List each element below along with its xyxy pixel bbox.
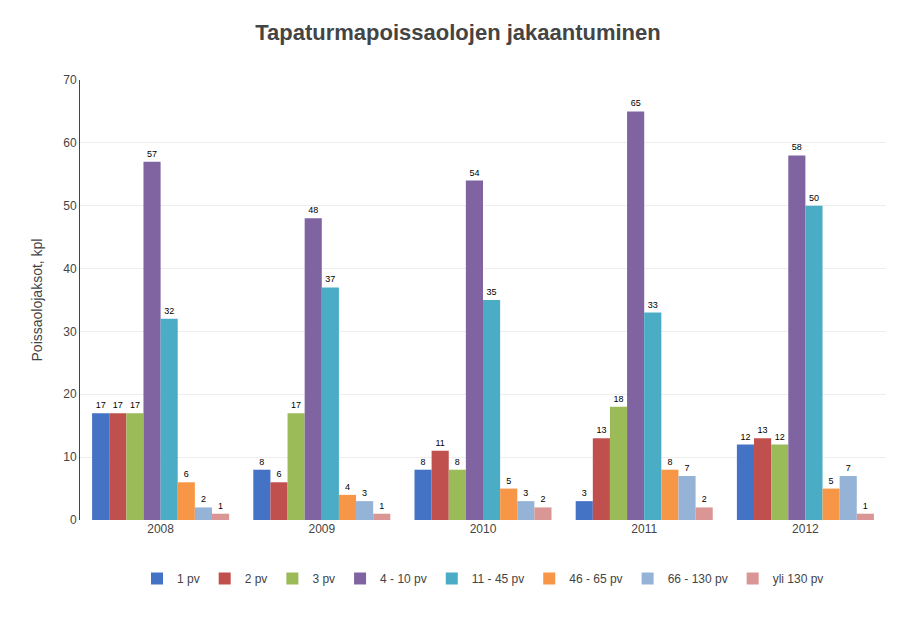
svg-text:1: 1 — [218, 501, 223, 511]
svg-text:3: 3 — [523, 488, 528, 498]
svg-text:2008: 2008 — [147, 522, 174, 536]
svg-text:Tapaturmapoissaolojen jakaantu: Tapaturmapoissaolojen jakaantuminen — [255, 20, 660, 45]
svg-text:2 pv: 2 pv — [245, 572, 268, 586]
svg-text:2011: 2011 — [631, 522, 657, 536]
svg-text:13: 13 — [596, 425, 606, 435]
svg-text:1: 1 — [863, 501, 868, 511]
svg-text:17: 17 — [96, 400, 106, 410]
svg-text:2012: 2012 — [792, 522, 819, 536]
svg-text:20: 20 — [63, 387, 77, 401]
svg-text:8: 8 — [455, 457, 460, 467]
svg-text:66 - 130 pv: 66 - 130 pv — [668, 572, 728, 586]
svg-text:46 - 65 pv: 46 - 65 pv — [569, 572, 622, 586]
svg-text:60: 60 — [63, 136, 77, 150]
svg-text:17: 17 — [113, 400, 123, 410]
svg-text:30: 30 — [63, 325, 77, 339]
svg-text:13: 13 — [758, 425, 768, 435]
svg-text:1: 1 — [379, 501, 384, 511]
svg-text:33: 33 — [648, 300, 658, 310]
svg-text:2: 2 — [702, 494, 707, 504]
svg-text:4: 4 — [345, 482, 350, 492]
svg-text:Poissaolojaksot, kpl: Poissaolojaksot, kpl — [29, 239, 45, 362]
svg-text:70: 70 — [63, 73, 77, 87]
svg-text:1 pv: 1 pv — [177, 572, 200, 586]
svg-text:32: 32 — [164, 306, 174, 316]
svg-text:2010: 2010 — [470, 522, 497, 536]
svg-text:2: 2 — [540, 494, 545, 504]
svg-text:6: 6 — [276, 469, 281, 479]
svg-text:2009: 2009 — [308, 522, 335, 536]
svg-text:57: 57 — [147, 149, 157, 159]
svg-text:11: 11 — [436, 438, 445, 448]
svg-text:50: 50 — [63, 199, 77, 213]
svg-text:3: 3 — [582, 488, 587, 498]
svg-text:48: 48 — [308, 205, 318, 215]
svg-text:12: 12 — [740, 432, 750, 442]
svg-text:0: 0 — [70, 513, 77, 527]
svg-text:7: 7 — [846, 463, 851, 473]
svg-text:5: 5 — [506, 476, 511, 486]
svg-text:40: 40 — [63, 262, 77, 276]
svg-text:3: 3 — [362, 488, 367, 498]
svg-text:6: 6 — [184, 469, 189, 479]
svg-text:3 pv: 3 pv — [312, 572, 335, 586]
svg-text:yli 130 pv: yli 130 pv — [773, 572, 824, 586]
svg-text:18: 18 — [613, 394, 623, 404]
svg-text:50: 50 — [809, 193, 819, 203]
svg-text:12: 12 — [775, 432, 785, 442]
svg-text:10: 10 — [63, 450, 77, 464]
svg-text:2: 2 — [201, 494, 206, 504]
svg-text:4 - 10 pv: 4 - 10 pv — [380, 572, 427, 586]
svg-text:5: 5 — [829, 476, 834, 486]
svg-text:8: 8 — [421, 457, 426, 467]
svg-text:37: 37 — [325, 274, 335, 284]
svg-text:65: 65 — [631, 98, 641, 108]
svg-text:54: 54 — [469, 168, 479, 178]
svg-text:7: 7 — [685, 463, 690, 473]
svg-text:17: 17 — [291, 400, 301, 410]
svg-text:35: 35 — [487, 287, 497, 297]
svg-text:11 - 45 pv: 11 - 45 pv — [472, 572, 524, 586]
svg-text:8: 8 — [667, 457, 672, 467]
svg-text:58: 58 — [792, 142, 802, 152]
svg-text:8: 8 — [259, 457, 264, 467]
svg-text:17: 17 — [130, 400, 140, 410]
